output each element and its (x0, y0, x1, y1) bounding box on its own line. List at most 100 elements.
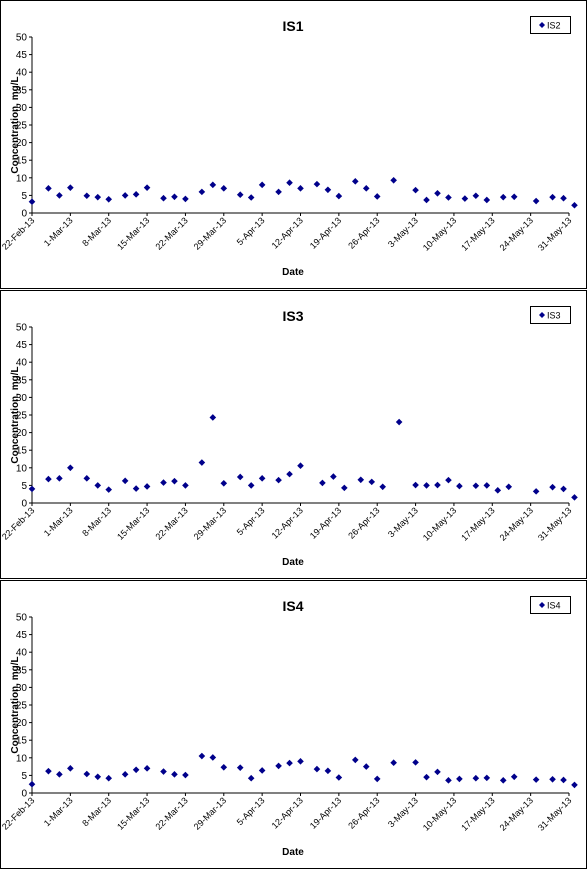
y-tick-label: 30 (16, 103, 28, 114)
data-point (275, 188, 282, 196)
data-point (182, 482, 189, 489)
data-point (286, 179, 293, 187)
chart-title: IS4 (282, 598, 303, 614)
data-point (143, 184, 151, 191)
chart-panel-is1: IS1 0 5 10 15 20 25 30 35 40 45 50 22-Feb-13 1-Mar-13… (0, 0, 587, 289)
y-tick-label: 20 (16, 138, 28, 149)
data-point (45, 475, 52, 483)
legend-marker (539, 602, 545, 608)
y-tick-label: 35 (16, 85, 28, 96)
data-point (28, 485, 36, 493)
data-point (94, 482, 102, 489)
data-point (412, 186, 419, 194)
data-point (236, 191, 244, 198)
data-point (505, 483, 513, 491)
y-tick-label: 50 (16, 323, 28, 334)
legend-box (530, 596, 571, 614)
data-point (286, 470, 293, 478)
data-point (160, 768, 167, 775)
data-point (297, 758, 304, 765)
data-point (297, 462, 304, 469)
data-point (132, 485, 140, 492)
data-point (198, 188, 206, 196)
data-point (121, 477, 129, 485)
y-tick-label: 45 (16, 50, 28, 61)
y-tick-label: 45 (16, 340, 28, 351)
data-point (571, 494, 578, 501)
chart-border (0, 580, 587, 869)
data-point (198, 752, 206, 760)
y-tick-label: 10 (16, 463, 28, 474)
data-point (549, 193, 556, 201)
data-point (132, 766, 140, 774)
y-tick-label: 15 (16, 736, 28, 747)
y-tick-label: 25 (16, 411, 28, 422)
data-point (247, 774, 255, 782)
y-tick-label: 15 (16, 446, 28, 457)
chart-border (0, 290, 587, 579)
data-point (560, 485, 567, 493)
data-point (56, 475, 63, 482)
data-point (324, 767, 332, 775)
data-point (220, 764, 228, 771)
chart-panel-is4: IS4 0 5 10 15 20 25 30 35 40 45 50 22-Feb-13 1-Mar-13… (0, 580, 587, 869)
y-tick-label: 5 (21, 481, 27, 492)
data-point (335, 192, 343, 200)
data-point (362, 763, 370, 770)
data-point (105, 195, 113, 203)
data-point (67, 765, 74, 772)
data-point (571, 201, 578, 209)
data-point (198, 459, 206, 466)
x-axis-label: Date (282, 847, 304, 858)
data-point (532, 197, 540, 205)
data-point (45, 185, 52, 192)
data-point (390, 759, 397, 767)
y-tick-label: 35 (16, 665, 28, 676)
y-tick-label: 15 (16, 156, 28, 167)
y-tick-label: 5 (21, 191, 27, 202)
data-point (456, 775, 463, 783)
data-point (171, 477, 178, 485)
y-tick-label: 30 (16, 683, 28, 694)
data-point (373, 193, 381, 200)
data-point (313, 765, 321, 773)
y-tick-label: 40 (16, 648, 28, 659)
legend-marker (539, 312, 545, 318)
data-point (395, 418, 403, 426)
data-point (472, 192, 480, 200)
data-point (368, 478, 376, 486)
y-tick-label: 25 (16, 701, 28, 712)
data-point (390, 176, 397, 184)
data-point (434, 481, 441, 489)
y-axis-label: Concentration, mg/L (10, 76, 21, 173)
data-point (297, 185, 304, 192)
data-point (357, 476, 365, 484)
legend-box (530, 306, 571, 324)
legend-label: IS2 (547, 21, 561, 31)
data-point (445, 476, 452, 484)
data-point (67, 464, 74, 472)
y-tick-label: 25 (16, 121, 28, 132)
data-point (423, 196, 430, 204)
data-point (472, 774, 480, 782)
data-point (220, 479, 228, 487)
y-tick-label: 20 (16, 718, 28, 729)
data-point (83, 770, 91, 778)
data-point (434, 189, 441, 197)
legend-marker (539, 22, 545, 28)
data-point (132, 191, 140, 198)
data-point (209, 181, 217, 189)
data-point (247, 482, 255, 489)
chart-title: IS3 (282, 308, 303, 324)
data-point (105, 486, 113, 493)
data-point (67, 184, 74, 191)
data-point (571, 781, 578, 789)
data-point (483, 482, 491, 489)
data-point (143, 483, 151, 490)
data-point (94, 773, 102, 781)
data-point (160, 194, 167, 202)
y-axis-label: Concentration, mg/L (10, 366, 21, 463)
x-axis-label: Date (282, 557, 304, 568)
data-point (560, 776, 567, 784)
